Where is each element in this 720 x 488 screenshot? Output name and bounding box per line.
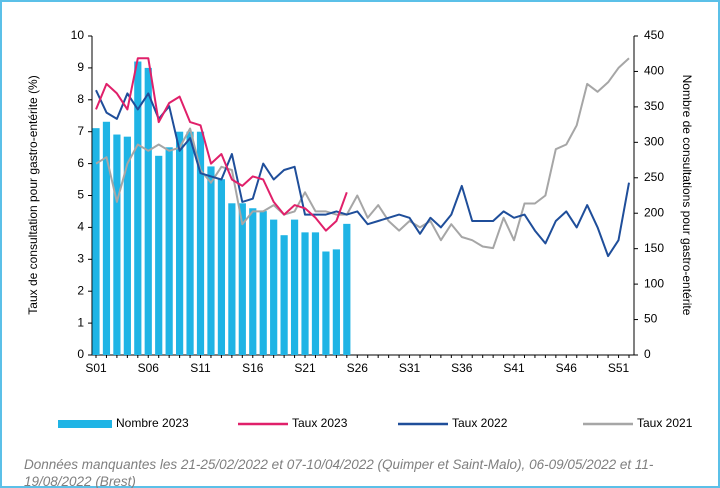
x-tick-label: S11 (190, 361, 211, 375)
y-tick-label: 4 (77, 220, 84, 234)
bar (134, 61, 142, 356)
x-tick-label: S21 (294, 361, 316, 375)
line (95, 89, 630, 258)
y-axis-title: Taux de consultation pour gastro-entérit… (26, 75, 40, 314)
x-tick-label: S31 (399, 361, 421, 375)
x-tick-label: S51 (608, 361, 630, 375)
x-tick-label: S06 (138, 361, 160, 375)
y-tick-label: 1 (77, 315, 84, 329)
bar (343, 223, 351, 355)
legend-label: Taux 2022 (452, 416, 508, 430)
bar (280, 235, 288, 355)
bar (123, 136, 131, 355)
note: Données manquantes les 21-25/02/2022 et … (24, 457, 654, 488)
y2-tick-label: 200 (644, 205, 664, 219)
bar (176, 131, 184, 355)
y2-tick-label: 150 (644, 241, 664, 255)
y2-tick-label: 450 (644, 28, 664, 42)
bar (238, 203, 246, 355)
bar (249, 208, 257, 355)
y2-tick-label: 50 (644, 312, 658, 326)
y2-tick-label: 0 (644, 347, 651, 361)
bar (165, 147, 173, 355)
x-tick-label: S26 (347, 361, 369, 375)
x-tick-label: S01 (85, 361, 107, 375)
legend-swatch (58, 420, 112, 428)
bar (290, 219, 299, 355)
bar (207, 166, 215, 355)
legend-label: Nombre 2023 (116, 416, 189, 430)
y-tick-label: 2 (77, 283, 84, 297)
x-tick-label: S16 (242, 361, 264, 375)
bar (259, 211, 267, 355)
y-tick-label: 5 (77, 188, 84, 202)
y2-tick-label: 100 (644, 276, 664, 290)
bar (322, 251, 330, 355)
y-tick-label: 6 (77, 156, 84, 170)
y-tick-label: 3 (77, 251, 84, 265)
bar (311, 232, 320, 355)
y2-tick-label: 300 (644, 135, 664, 149)
bar (155, 155, 163, 355)
line (95, 57, 630, 250)
y2-tick-label: 250 (644, 170, 664, 184)
bar (228, 203, 236, 355)
bar (270, 219, 278, 355)
y-tick-label: 8 (77, 92, 84, 106)
x-tick-label: S41 (503, 361, 525, 375)
bar (186, 131, 194, 355)
bar (301, 232, 309, 355)
y2-tick-label: 400 (644, 64, 664, 78)
bar (102, 121, 111, 355)
y2-axis-title: Nombre de consultations pour gastro-enté… (680, 75, 694, 316)
y2-tick-label: 350 (644, 99, 664, 113)
bar (217, 179, 226, 355)
y-tick-label: 0 (77, 347, 84, 361)
bar (144, 67, 152, 356)
bar (113, 134, 121, 355)
legend-label: Taux 2023 (292, 416, 348, 430)
y-tick-label: 10 (71, 28, 85, 42)
bar (196, 131, 205, 355)
x-tick-label: S46 (556, 361, 578, 375)
bar (92, 128, 100, 355)
legend-label: Taux 2021 (637, 416, 693, 430)
bar (332, 249, 340, 355)
y-tick-label: 7 (77, 124, 84, 138)
y-tick-label: 9 (77, 60, 84, 74)
line (95, 57, 348, 232)
x-tick-label: S36 (451, 361, 473, 375)
